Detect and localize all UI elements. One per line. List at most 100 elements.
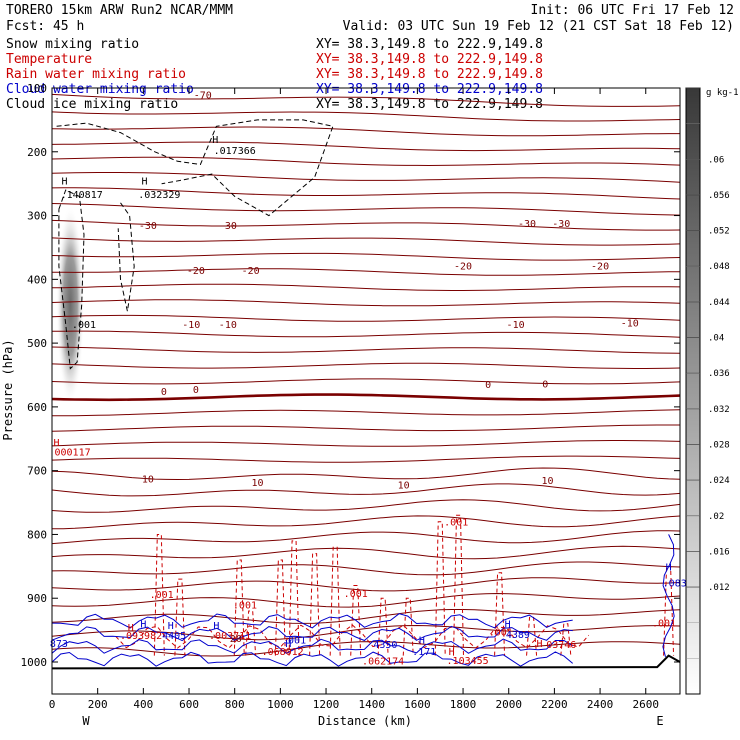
cloud-water-contour — [52, 651, 574, 667]
isotherm — [52, 467, 680, 481]
isotherm — [52, 187, 680, 200]
rain-label: .001 — [652, 618, 676, 629]
cloud-water-contour — [52, 613, 573, 629]
ice-contour-column — [58, 189, 85, 370]
ice-high-marker: H — [62, 176, 68, 187]
header-forecast: Fcst: 45 h — [6, 19, 84, 34]
cloud-water-label: .0831 — [663, 578, 693, 589]
cloud-water-contours — [52, 534, 675, 667]
ice-high-marker: H — [212, 135, 218, 146]
snow-mixing-ratio-shading — [56, 204, 85, 405]
cloud-water-label: 4405 — [162, 631, 186, 642]
cloud-water-label: .171 — [412, 647, 436, 658]
cloud-water-label: 4389 — [506, 630, 530, 641]
y-tick-label: 200 — [27, 146, 47, 159]
field-xy: XY= 38.3,149.8 to 222.9,149.8 — [316, 97, 543, 112]
colorbar-tick-label: .06 — [708, 155, 724, 165]
ice-contour-upper — [56, 119, 334, 217]
isotherm — [52, 530, 680, 545]
rain-label: .103455 — [447, 656, 489, 667]
cloud-water-contour — [52, 625, 573, 642]
isotherm-label: 10 — [142, 474, 154, 485]
rain-label: .003711 — [209, 631, 251, 642]
x-tick-label: 600 — [179, 698, 199, 711]
colorbar-tick-label: .044 — [708, 298, 730, 308]
isotherm — [52, 219, 680, 231]
isotherm — [52, 111, 680, 122]
x-tick-label: 2200 — [541, 698, 568, 711]
cloud-water-contour-east — [662, 534, 675, 658]
rain-contour — [174, 578, 186, 656]
header-valid: Valid: 03 UTC Sun 19 Feb 12 (21 CST Sat … — [343, 19, 734, 34]
y-tick-label: 900 — [27, 592, 47, 605]
x-tick-label: 1000 — [267, 698, 294, 711]
temperature-contours — [52, 93, 680, 657]
isotherm-label: -30 — [139, 221, 157, 232]
cloud-water-high-marker: H — [285, 639, 291, 650]
rain-contour — [434, 521, 446, 656]
snow-maximum — [56, 204, 85, 405]
isotherm — [52, 252, 680, 261]
y-tick-label: 700 — [27, 465, 47, 478]
isotherm-label: 0 — [485, 380, 491, 391]
field-name: Rain water mixing ratio — [6, 67, 186, 82]
isotherm — [52, 93, 680, 107]
temperature-high-value: 000117 — [54, 448, 90, 459]
cloud-ice-contours — [56, 119, 334, 370]
ice-label: .140817 — [61, 190, 103, 201]
y-axis-label: Pressure (hPa) — [1, 339, 15, 440]
rain-label: .001 — [344, 589, 368, 600]
rain-high-marker: H — [449, 647, 455, 658]
isotherm — [52, 624, 680, 641]
isotherm — [52, 172, 680, 183]
field-xy: XY= 38.3,149.8 to 222.9,149.8 — [316, 82, 543, 97]
colorbar-tick-label: .02 — [708, 512, 724, 522]
field-xy: XY= 38.3,149.8 to 222.9,149.8 — [316, 37, 543, 52]
temperature-high-marker: H — [54, 438, 60, 449]
isotherm — [52, 283, 680, 291]
field-name: Temperature — [6, 52, 92, 67]
y-tick-label: 600 — [27, 401, 47, 414]
cloud-water-high-marker: H — [419, 636, 425, 647]
y-tick-label-top: 100 — [27, 82, 47, 95]
isotherm-label: -70 — [194, 90, 212, 101]
isotherm-label: -10 — [621, 319, 639, 330]
y-tick-label: 800 — [27, 528, 47, 541]
isotherm-label: 10 — [252, 478, 264, 489]
colorbar-ticks: .012 .016 .02 .024 .028 .032 .036 .04 .044 .048 .0… — [686, 87, 730, 659]
west-label: W — [82, 714, 90, 728]
x-tick-label: 1200 — [313, 698, 340, 711]
field-xy: XY= 38.3,149.8 to 222.9,149.8 — [316, 67, 543, 82]
x-tick-label: 200 — [88, 698, 108, 711]
x-tick-label: 2000 — [495, 698, 522, 711]
rain-contour — [153, 533, 165, 656]
y-tick-label: 300 — [27, 210, 47, 223]
isotherm-label: -30 — [219, 221, 237, 232]
rain-contour — [274, 559, 286, 656]
east-label: E — [656, 714, 663, 728]
colorbar-tick-label: .052 — [708, 227, 730, 237]
cloud-water-high-marker: H — [666, 562, 672, 573]
rain-contour — [309, 553, 321, 656]
cloud-water-high-marker: H — [505, 620, 511, 631]
isotherm-label: -10 — [219, 320, 237, 331]
cloud-water-high-marker: H — [140, 620, 146, 631]
isotherm-label: 0 — [542, 379, 548, 390]
header-title: TORERO 15km ARW Run2 NCAR/MMM — [6, 3, 233, 18]
axes: 0 200 400 600 800 1000 1200 1400 1600 1800 2000 220… — [21, 82, 680, 711]
x-tick-label: 1600 — [404, 698, 431, 711]
rain-label: .093982 — [120, 631, 162, 642]
y-tick-label: 500 — [27, 337, 47, 350]
field-xy: XY= 38.3,149.8 to 222.9,149.8 — [316, 52, 543, 67]
x-tick-label: 800 — [225, 698, 245, 711]
colorbar-tick-label: .028 — [708, 440, 730, 450]
isotherm — [52, 299, 680, 307]
rain-contour — [494, 572, 506, 656]
rain-contour — [288, 540, 300, 656]
isotherm-label: -20 — [242, 266, 260, 277]
ice-label: .017366 — [214, 146, 256, 157]
field-name: Cloud water mixing ratio — [6, 82, 194, 97]
rain-label: .001 — [489, 627, 513, 638]
plot-frame — [51, 87, 681, 695]
